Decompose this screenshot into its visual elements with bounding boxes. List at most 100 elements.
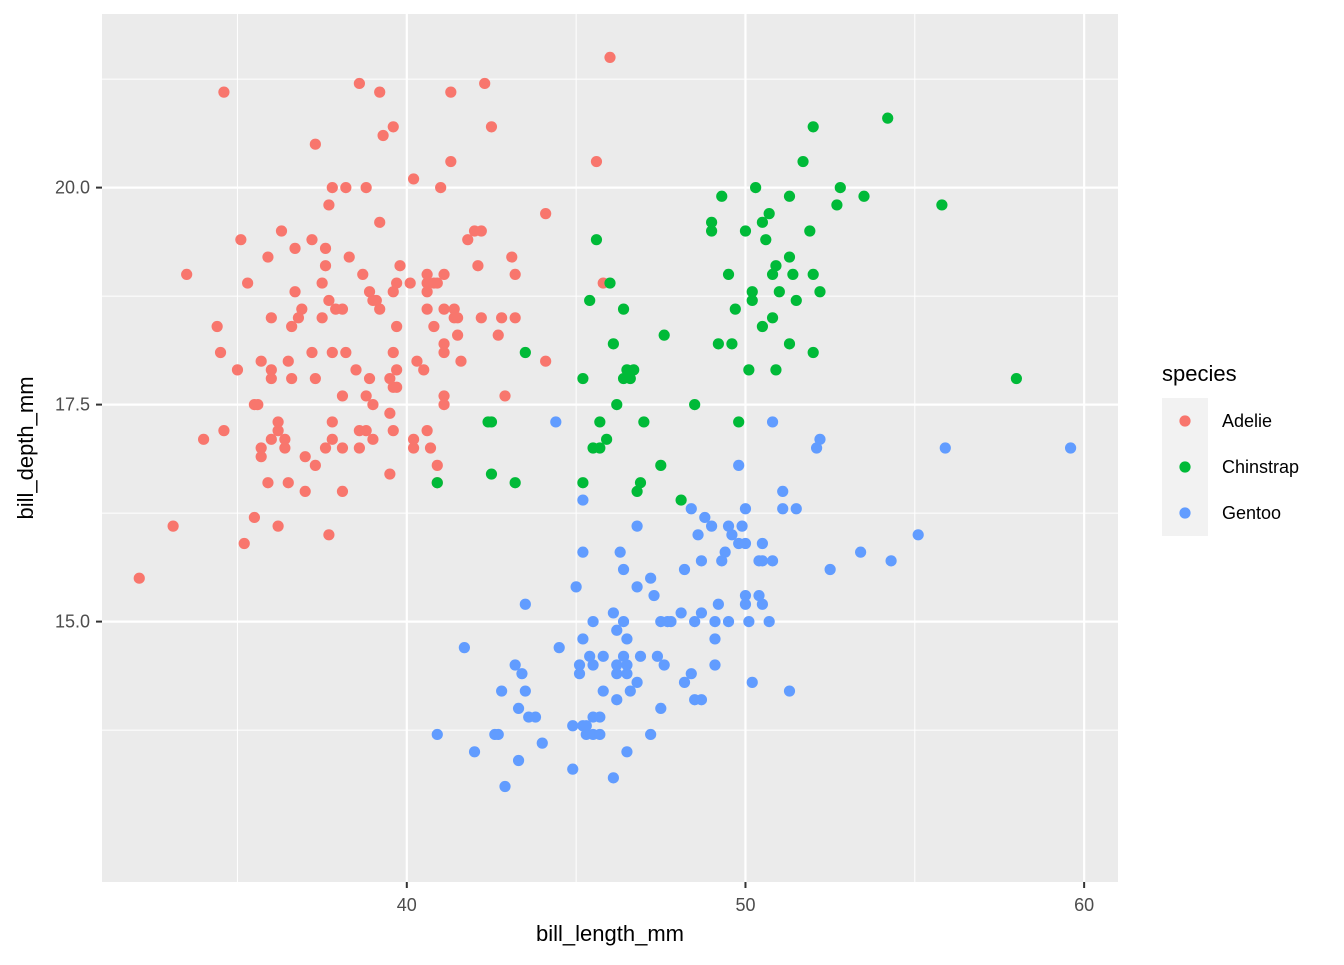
data-point-adelie bbox=[438, 399, 450, 411]
data-point-chinstrap bbox=[594, 442, 606, 454]
data-point-adelie bbox=[336, 390, 349, 402]
data-point-adelie bbox=[374, 303, 386, 315]
data-point-adelie bbox=[479, 77, 491, 90]
data-point-adelie bbox=[391, 381, 403, 393]
data-point-adelie bbox=[387, 346, 399, 359]
data-point-adelie bbox=[336, 485, 349, 497]
data-point-adelie bbox=[452, 312, 464, 324]
data-point-adelie bbox=[316, 312, 328, 324]
data-point-gentoo bbox=[631, 676, 643, 688]
data-point-chinstrap bbox=[858, 190, 870, 202]
legend-key-gentoo bbox=[1179, 507, 1191, 519]
data-point-gentoo bbox=[611, 668, 623, 680]
data-point-adelie bbox=[262, 251, 274, 263]
data-point-chinstrap bbox=[766, 268, 779, 280]
data-point-gentoo bbox=[624, 685, 636, 697]
data-point-chinstrap bbox=[658, 329, 670, 341]
data-point-gentoo bbox=[570, 581, 582, 593]
data-point-adelie bbox=[323, 199, 335, 211]
data-point-gentoo bbox=[777, 485, 789, 497]
data-point-adelie bbox=[374, 86, 386, 98]
data-point-adelie bbox=[299, 451, 311, 463]
data-point-gentoo bbox=[577, 494, 589, 506]
data-point-adelie bbox=[407, 442, 420, 454]
data-point-adelie bbox=[272, 416, 284, 428]
data-point-chinstrap bbox=[624, 372, 636, 385]
data-point-gentoo bbox=[468, 746, 481, 758]
legend-label-gentoo: Gentoo bbox=[1222, 503, 1281, 523]
data-point-chinstrap bbox=[783, 190, 796, 202]
data-point-gentoo bbox=[692, 529, 704, 541]
data-point-adelie bbox=[340, 182, 352, 194]
data-point-chinstrap bbox=[746, 286, 758, 298]
data-point-adelie bbox=[133, 572, 145, 584]
data-point-adelie bbox=[279, 433, 291, 445]
data-point-gentoo bbox=[621, 633, 633, 645]
data-point-gentoo bbox=[614, 546, 626, 558]
data-point-adelie bbox=[590, 155, 603, 168]
data-point-chinstrap bbox=[743, 364, 755, 376]
data-point-chinstrap bbox=[519, 346, 531, 359]
data-point-adelie bbox=[367, 399, 379, 411]
data-point-gentoo bbox=[611, 624, 623, 636]
data-point-gentoo bbox=[516, 668, 528, 680]
data-point-adelie bbox=[407, 173, 420, 185]
x-tick-label: 50 bbox=[735, 895, 755, 915]
data-point-adelie bbox=[282, 477, 294, 489]
data-point-adelie bbox=[309, 138, 321, 150]
data-point-chinstrap bbox=[882, 112, 894, 124]
data-point-gentoo bbox=[790, 503, 802, 515]
data-point-adelie bbox=[309, 372, 321, 385]
data-point-gentoo bbox=[519, 598, 531, 610]
x-axis-label: bill_length_mm bbox=[536, 921, 684, 946]
data-point-adelie bbox=[282, 355, 294, 367]
data-point-gentoo bbox=[766, 416, 779, 428]
data-point-gentoo bbox=[573, 668, 586, 680]
legend-label-chinstrap: Chinstrap bbox=[1222, 457, 1299, 477]
data-point-chinstrap bbox=[787, 268, 799, 280]
data-point-gentoo bbox=[1064, 442, 1077, 454]
data-point-chinstrap bbox=[729, 303, 741, 315]
y-axis-label: bill_depth_mm bbox=[13, 376, 38, 519]
data-point-chinstrap bbox=[577, 372, 589, 385]
data-point-adelie bbox=[211, 320, 223, 333]
data-point-gentoo bbox=[810, 442, 823, 454]
major-gridlines bbox=[102, 14, 1118, 882]
data-point-gentoo bbox=[756, 555, 769, 567]
data-point-gentoo bbox=[743, 616, 755, 628]
data-point-gentoo bbox=[655, 702, 667, 715]
data-point-adelie bbox=[299, 485, 311, 497]
data-point-adelie bbox=[319, 260, 332, 272]
data-point-adelie bbox=[438, 390, 450, 402]
data-point-adelie bbox=[604, 51, 616, 64]
data-point-adelie bbox=[407, 433, 420, 445]
data-point-chinstrap bbox=[634, 477, 647, 489]
data-point-gentoo bbox=[631, 581, 643, 593]
data-point-adelie bbox=[421, 425, 433, 437]
data-point-adelie bbox=[292, 312, 305, 324]
data-point-chinstrap bbox=[783, 251, 796, 263]
data-point-adelie bbox=[485, 121, 498, 133]
data-point-gentoo bbox=[431, 728, 443, 741]
data-point-adelie bbox=[384, 468, 396, 480]
data-point-chinstrap bbox=[485, 416, 498, 428]
data-point-adelie bbox=[343, 251, 355, 263]
data-point-adelie bbox=[421, 303, 433, 315]
data-point-adelie bbox=[214, 346, 227, 359]
data-point-adelie bbox=[252, 399, 264, 411]
data-point-gentoo bbox=[611, 659, 623, 671]
data-point-adelie bbox=[275, 225, 288, 237]
data-point-gentoo bbox=[584, 650, 596, 662]
legend-title: species bbox=[1162, 361, 1237, 386]
data-point-adelie bbox=[289, 286, 301, 298]
data-point-adelie bbox=[391, 320, 403, 333]
data-point-chinstrap bbox=[760, 234, 772, 246]
data-point-gentoo bbox=[709, 633, 721, 645]
data-point-gentoo bbox=[824, 563, 836, 576]
data-point-adelie bbox=[506, 251, 518, 263]
data-point-adelie bbox=[336, 442, 349, 454]
data-point-adelie bbox=[540, 355, 552, 367]
data-point-adelie bbox=[438, 338, 450, 350]
data-point-gentoo bbox=[722, 616, 735, 628]
